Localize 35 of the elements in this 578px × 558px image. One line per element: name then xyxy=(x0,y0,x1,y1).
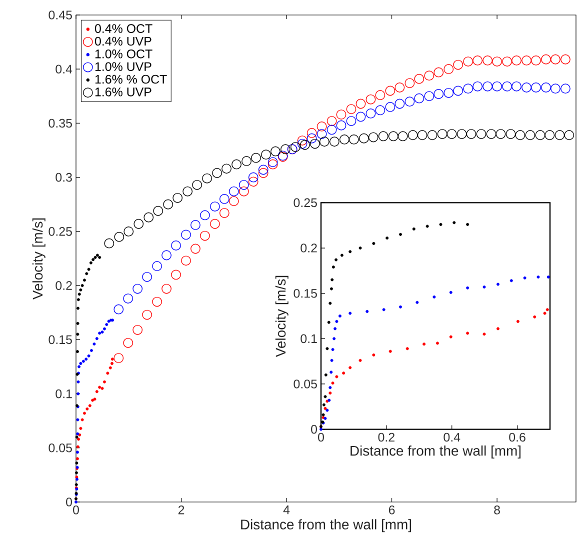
x-tick-label: 0.2 xyxy=(378,432,394,442)
legend-label: 0.4% UVP xyxy=(94,36,152,46)
legend-label: 0.4% OCT xyxy=(94,24,152,33)
y-tick-label: 0.3 xyxy=(56,172,72,182)
y-tick-label: 0.35 xyxy=(48,118,72,128)
x-tick-label: 0 xyxy=(73,506,79,514)
y-tick-label: 0.1 xyxy=(56,389,72,398)
y-tick-label: 0.45 xyxy=(48,10,72,20)
x-tick-label: 0 xyxy=(318,432,324,442)
y-tick-label: 0 xyxy=(311,424,317,434)
y-tick-label: 0.05 xyxy=(294,380,317,388)
y-axis-title: Velocity [m/s] xyxy=(275,276,288,358)
y-tick-label: 0.1 xyxy=(300,334,317,344)
y-tick-label: 0.25 xyxy=(48,227,72,236)
y-axis-title: Velocity [m/s] xyxy=(32,218,46,300)
y-tick-label: 0 xyxy=(66,498,72,506)
legend-label: 1.6% UVP xyxy=(95,88,152,96)
y-tick-label: 0.4 xyxy=(56,64,72,74)
y-tick-label: 0.2 xyxy=(56,281,72,290)
y-tick-label: 0.15 xyxy=(294,288,317,298)
legend-label: 1.0% UVP xyxy=(95,62,152,72)
legend-label: 1.0% OCT xyxy=(95,50,152,58)
x-tick-label: 0.4 xyxy=(444,432,460,442)
y-tick-label: 0.05 xyxy=(48,443,72,452)
x-axis-title: Distance from the wall [mm] xyxy=(241,519,412,532)
x-axis-title: Distance from the wall [mm] xyxy=(350,445,521,458)
y-tick-label: 0.15 xyxy=(48,335,72,344)
x-tick-label: 6 xyxy=(388,506,395,514)
x-tick-label: 4 xyxy=(283,506,290,514)
x-tick-label: 2 xyxy=(178,506,184,514)
x-tick-label: 8 xyxy=(494,506,500,514)
legend-label: 1.6% % OCT xyxy=(95,74,167,84)
x-tick-label: 0.6 xyxy=(509,432,526,442)
y-tick-label: 0.25 xyxy=(294,198,317,208)
y-tick-label: 0.2 xyxy=(300,244,317,252)
